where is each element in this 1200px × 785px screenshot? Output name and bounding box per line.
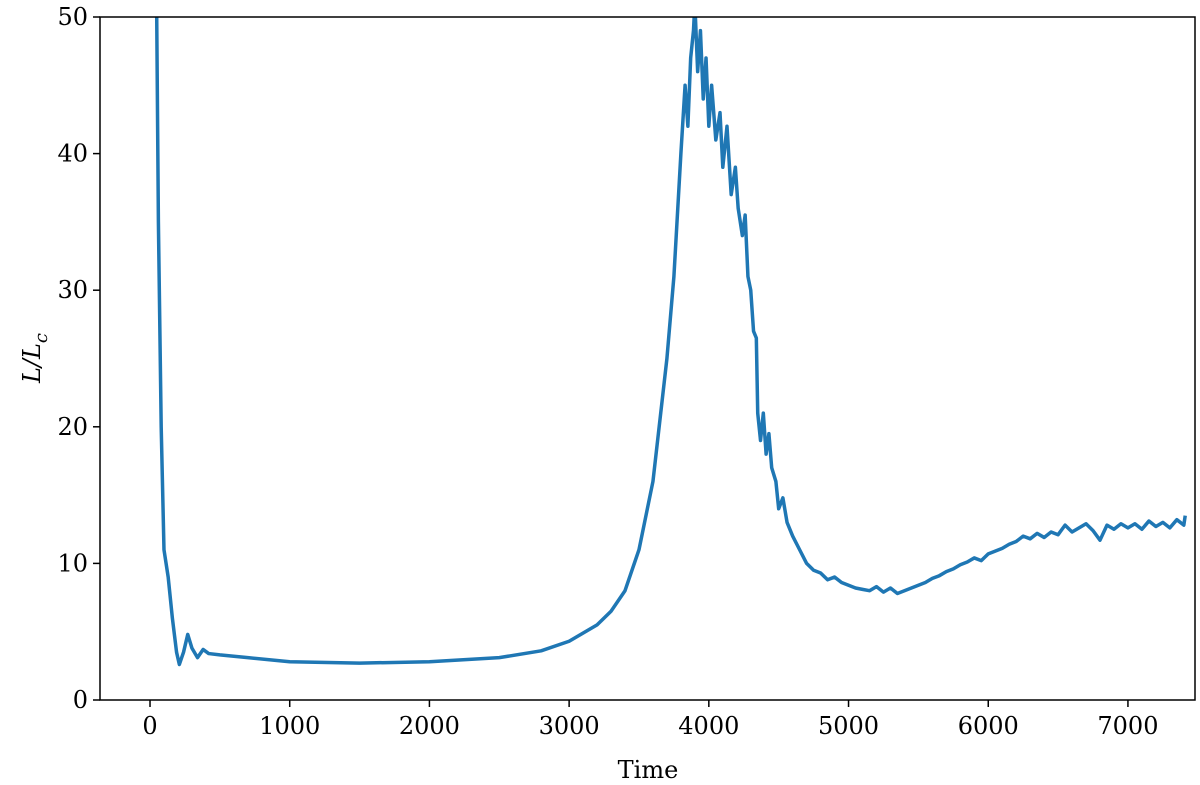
x-tick-label: 7000 [1097,712,1158,740]
y-axis-label-sub: c [31,333,52,343]
y-tick-label: 30 [57,276,88,304]
y-tick-label: 50 [57,3,88,31]
x-axis-label: Time [618,756,679,784]
x-tick-label: 2000 [399,712,460,740]
x-tick-label: 4000 [678,712,739,740]
series [154,17,1187,667]
y-tick-label: 0 [73,686,88,714]
y-tick-label: 10 [57,549,88,577]
x-tick-label: 3000 [539,712,600,740]
x-tick-label: 1000 [259,712,320,740]
x-tick-label: 6000 [958,712,1019,740]
y-tick-label: 20 [57,413,88,441]
x-tick-label: 0 [142,712,157,740]
plot-frame [99,16,1196,701]
line [154,17,1187,667]
y-axis-label-main: L/L [18,343,46,384]
y-axis-label: L/Lc [18,333,52,384]
y-tick-label: 40 [57,140,88,168]
x-tick-label: 5000 [818,712,879,740]
